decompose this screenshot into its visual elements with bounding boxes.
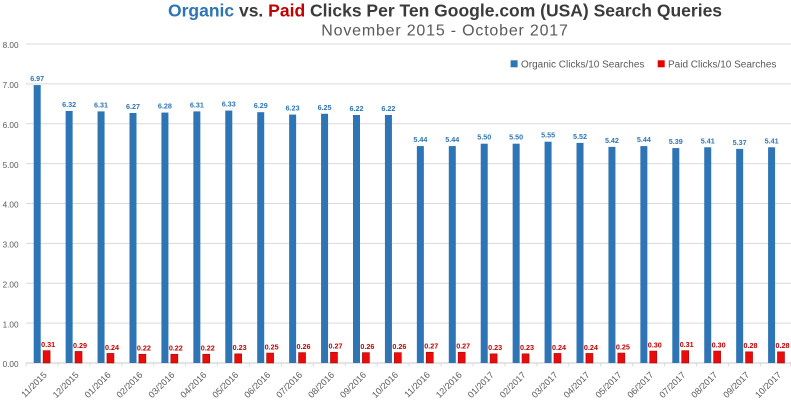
svg-text:3.00: 3.00 [3, 241, 19, 250]
svg-text:0.24: 0.24 [552, 343, 566, 352]
svg-text:5.55: 5.55 [541, 131, 555, 140]
svg-text:5.44: 5.44 [637, 135, 651, 144]
svg-text:0.26: 0.26 [297, 342, 311, 351]
svg-text:0.26: 0.26 [360, 342, 374, 351]
svg-text:0.24: 0.24 [105, 343, 119, 352]
svg-text:5.52: 5.52 [573, 132, 587, 141]
svg-text:0.26: 0.26 [392, 342, 406, 351]
svg-text:Paid Clicks/10 Searches: Paid Clicks/10 Searches [668, 59, 776, 70]
svg-text:0.25: 0.25 [265, 342, 279, 351]
svg-text:2.00: 2.00 [3, 280, 19, 289]
svg-text:0.28: 0.28 [775, 341, 789, 350]
svg-text:6.97: 6.97 [30, 74, 44, 83]
svg-text:6.27: 6.27 [126, 102, 140, 111]
svg-text:7.00: 7.00 [3, 81, 19, 90]
svg-text:0.28: 0.28 [744, 341, 758, 350]
svg-text:6.22: 6.22 [350, 104, 364, 113]
svg-text:5.00: 5.00 [3, 161, 19, 170]
svg-text:6.00: 6.00 [3, 121, 19, 130]
svg-text:4.00: 4.00 [3, 201, 19, 210]
svg-text:8.00: 8.00 [3, 41, 19, 50]
svg-text:5.41: 5.41 [701, 136, 715, 145]
svg-text:0.22: 0.22 [169, 344, 183, 353]
svg-text:0.27: 0.27 [456, 342, 470, 351]
svg-text:6.31: 6.31 [94, 100, 108, 109]
svg-text:0.22: 0.22 [201, 344, 215, 353]
svg-text:Organic Clicks/10 Searches: Organic Clicks/10 Searches [521, 59, 644, 70]
svg-text:0.30: 0.30 [648, 340, 662, 349]
svg-text:Organic vs. Paid Clicks Per Te: Organic vs. Paid Clicks Per Ten Google.c… [168, 1, 722, 21]
svg-text:6.31: 6.31 [190, 100, 204, 109]
svg-text:0.00: 0.00 [3, 360, 19, 369]
svg-text:0.22: 0.22 [137, 344, 151, 353]
svg-text:0.23: 0.23 [520, 343, 534, 352]
svg-text:0.31: 0.31 [680, 340, 694, 349]
svg-text:6.22: 6.22 [381, 104, 395, 113]
svg-text:5.44: 5.44 [413, 135, 427, 144]
svg-text:6.23: 6.23 [286, 104, 300, 113]
svg-text:5.41: 5.41 [765, 136, 779, 145]
svg-text:6.29: 6.29 [254, 101, 268, 110]
svg-text:0.23: 0.23 [233, 343, 247, 352]
svg-text:0.24: 0.24 [584, 343, 598, 352]
svg-text:0.27: 0.27 [328, 342, 342, 351]
svg-text:5.39: 5.39 [669, 137, 683, 146]
svg-text:1.00: 1.00 [3, 320, 19, 329]
svg-text:6.32: 6.32 [62, 100, 76, 109]
svg-text:0.23: 0.23 [488, 343, 502, 352]
svg-text:6.33: 6.33 [222, 100, 236, 109]
svg-text:6.25: 6.25 [318, 103, 332, 112]
svg-text:5.42: 5.42 [605, 136, 619, 145]
svg-text:5.50: 5.50 [477, 133, 491, 142]
svg-text:5.50: 5.50 [509, 133, 523, 142]
svg-text:0.29: 0.29 [73, 341, 87, 350]
svg-text:5.44: 5.44 [445, 135, 459, 144]
svg-text:November 2015 - October 2017: November 2015 - October 2017 [321, 23, 568, 40]
svg-text:0.31: 0.31 [41, 340, 55, 349]
svg-text:5.37: 5.37 [733, 138, 747, 147]
svg-text:0.30: 0.30 [712, 340, 726, 349]
svg-text:6.28: 6.28 [158, 102, 172, 111]
svg-text:0.25: 0.25 [616, 342, 630, 351]
svg-text:0.27: 0.27 [424, 342, 438, 351]
